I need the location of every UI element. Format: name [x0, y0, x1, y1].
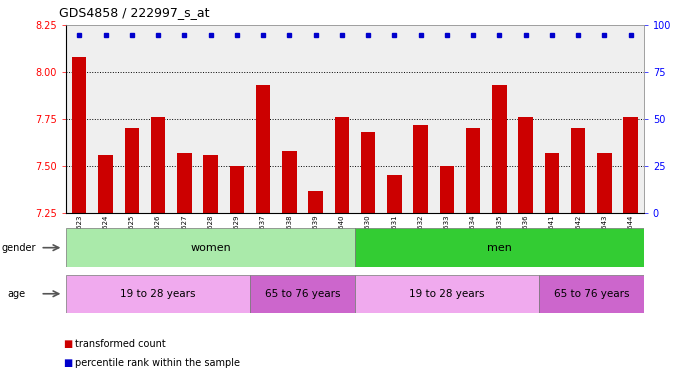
- Bar: [203, 155, 218, 213]
- Bar: [624, 117, 638, 213]
- Bar: [98, 155, 113, 213]
- Text: age: age: [7, 289, 25, 299]
- Bar: [72, 57, 86, 213]
- Text: ■: ■: [63, 339, 72, 349]
- Bar: [250, 275, 355, 313]
- Bar: [177, 153, 191, 213]
- Bar: [282, 151, 296, 213]
- Bar: [597, 153, 612, 213]
- Text: 65 to 76 years: 65 to 76 years: [264, 289, 340, 299]
- Bar: [361, 132, 375, 213]
- Bar: [413, 125, 428, 213]
- Text: ■: ■: [63, 358, 72, 368]
- Bar: [492, 85, 507, 213]
- Bar: [125, 129, 139, 213]
- Bar: [66, 275, 250, 313]
- Text: percentile rank within the sample: percentile rank within the sample: [75, 358, 240, 368]
- Text: 65 to 76 years: 65 to 76 years: [553, 289, 629, 299]
- Bar: [387, 175, 402, 213]
- Bar: [151, 117, 165, 213]
- Text: transformed count: transformed count: [75, 339, 166, 349]
- Bar: [308, 190, 323, 213]
- Text: women: women: [190, 243, 231, 253]
- Bar: [539, 275, 644, 313]
- Bar: [355, 275, 539, 313]
- Bar: [519, 117, 533, 213]
- Bar: [256, 85, 270, 213]
- Bar: [466, 129, 480, 213]
- Bar: [545, 153, 559, 213]
- Bar: [571, 129, 585, 213]
- Text: 19 to 28 years: 19 to 28 years: [120, 289, 196, 299]
- Bar: [440, 166, 454, 213]
- Bar: [66, 228, 355, 267]
- Bar: [355, 228, 644, 267]
- Bar: [230, 166, 244, 213]
- Text: men: men: [487, 243, 512, 253]
- Text: gender: gender: [1, 243, 36, 253]
- Bar: [335, 117, 349, 213]
- Text: 19 to 28 years: 19 to 28 years: [409, 289, 484, 299]
- Text: GDS4858 / 222997_s_at: GDS4858 / 222997_s_at: [59, 6, 209, 19]
